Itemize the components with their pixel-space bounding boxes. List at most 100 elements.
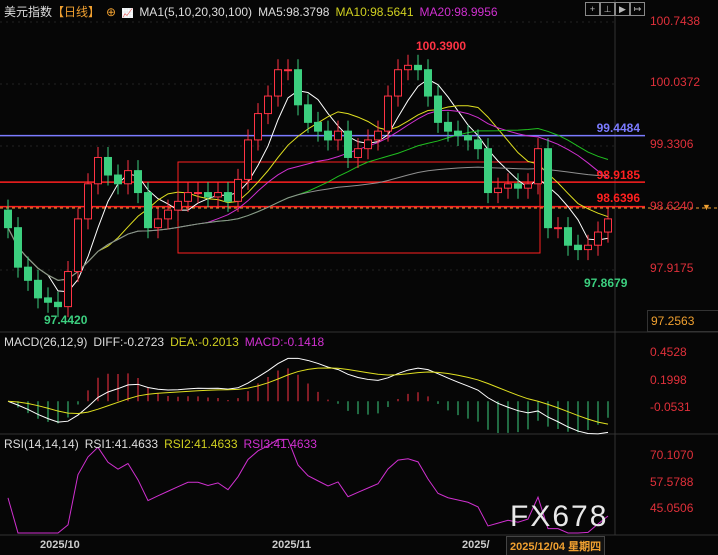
level-label: 99.4484 (596, 121, 640, 135)
zoom-out-icon[interactable]: ▶ (615, 2, 630, 16)
date-tick: 2025/10 (40, 539, 80, 551)
ma20-value: MA20:98.9956 (419, 5, 498, 19)
candle (574, 244, 582, 251)
candle (504, 183, 512, 189)
rsi-header: RSI(14,14,14) RSI1:41.4633 RSI2:41.4633 RSI… (4, 437, 323, 451)
candle (114, 174, 122, 185)
candle (184, 192, 192, 202)
candle (144, 192, 152, 229)
candle (204, 192, 212, 198)
candle (274, 69, 282, 97)
candle (314, 121, 322, 132)
candle (344, 130, 352, 158)
candle (514, 183, 522, 189)
candle (434, 95, 442, 123)
candle (364, 139, 372, 150)
candle (414, 64, 422, 71)
ma-label[interactable]: MA1(5,10,20,30,100) (139, 5, 253, 19)
candle (234, 178, 242, 202)
candle (554, 227, 562, 230)
rsi-tick: 70.1070 (650, 448, 694, 462)
ma5-line (7, 78, 609, 293)
candle (124, 170, 132, 185)
candle (564, 227, 572, 246)
macd-value: MACD:-0.1418 (244, 335, 325, 349)
ma60-line (7, 166, 609, 281)
candle (54, 301, 62, 308)
candle (444, 121, 452, 132)
candle (84, 183, 92, 220)
period-label[interactable]: 【日线】 (52, 5, 101, 19)
candle (134, 170, 142, 194)
candle (464, 135, 472, 141)
rsi1-value: RSI1:41.4633 (84, 437, 159, 451)
candle (244, 139, 252, 180)
scroll-right-icon[interactable]: ↦ (630, 2, 645, 16)
candle (384, 95, 392, 132)
candle (4, 209, 12, 229)
rsi-tick: 57.5788 (650, 475, 694, 489)
indicator-icon[interactable]: 📈 (122, 8, 134, 18)
candle (594, 231, 602, 246)
macd-dea: DEA:-0.2013 (170, 335, 239, 349)
crosshair-tool-icon[interactable]: + (585, 2, 600, 16)
rsi-tick: 45.0506 (650, 501, 694, 515)
instrument-title: 美元指数 (4, 5, 53, 19)
candle (534, 148, 542, 185)
candle (164, 209, 172, 220)
candle (264, 95, 272, 115)
candle (604, 218, 612, 233)
macd-tick: 0.4528 (650, 345, 687, 359)
watermark: FX678 (510, 500, 609, 533)
rsi3-value: RSI3:41.4633 (243, 437, 317, 451)
candle (14, 227, 22, 268)
rsi-line (7, 438, 609, 534)
candle (224, 192, 232, 202)
zoom-in-icon[interactable]: ⊥ (600, 2, 615, 16)
candle (524, 183, 532, 189)
current-date: 2025/12/04 星期四 (506, 536, 606, 555)
level-label: 98.9185 (596, 168, 640, 182)
candle (174, 200, 182, 211)
macd-label: MACD(26,12,9) (4, 335, 88, 349)
candle (64, 271, 72, 308)
candle (104, 156, 112, 176)
candle (424, 69, 432, 97)
macd-tick: -0.0531 (650, 400, 691, 414)
ma10-value: MA10:98.5641 (335, 5, 414, 19)
candle (74, 218, 82, 273)
candle (334, 130, 342, 141)
diff-line (7, 357, 609, 435)
candle (94, 156, 102, 185)
candle (484, 148, 492, 194)
candle (304, 104, 312, 123)
level-label: 98.6396 (596, 191, 640, 205)
macd-diff: DIFF:-0.2723 (93, 335, 165, 349)
main-header: 美元指数【日线】 ⊕ 📈 MA1(5,10,20,30,100) MA5:98.3798… (4, 3, 504, 20)
candle (254, 113, 262, 141)
price-readout: 97.2563 (647, 310, 718, 332)
macd-tick: 0.1998 (650, 373, 687, 387)
candle (404, 64, 412, 71)
low-annotation: 97.4420 (44, 313, 88, 327)
candle (454, 130, 462, 137)
candle (294, 69, 302, 106)
date-tick: 2025/ (462, 539, 490, 551)
rsi2-value: RSI2:41.4633 (164, 437, 238, 451)
candle (374, 130, 382, 141)
date-tick: 2025/11 (272, 539, 312, 551)
price-tick: 100.0372 (650, 75, 701, 89)
crosshair-icon[interactable]: ⊕ (106, 5, 117, 19)
candle (194, 192, 202, 195)
candle (584, 244, 592, 251)
candle (214, 192, 222, 198)
candle (24, 266, 32, 281)
candle (354, 148, 362, 158)
candle (44, 297, 52, 303)
candle (394, 69, 402, 97)
low-annotation: 97.8679 (584, 276, 628, 290)
candle (154, 218, 162, 229)
candle (494, 187, 502, 194)
